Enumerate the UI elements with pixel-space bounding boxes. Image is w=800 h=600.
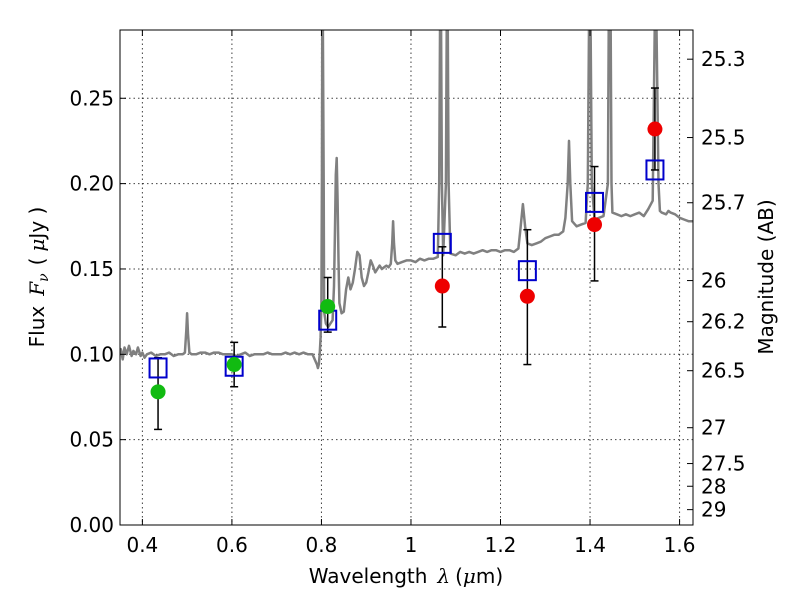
x-tick-label: 1.6 [664,533,696,557]
x-tick-label: 0.4 [126,533,158,557]
markers [148,121,665,400]
observed-point [519,288,535,304]
y-axis-label-unit-mu: μ [25,239,49,252]
model-photometry-square [224,355,244,377]
x-tick-label: 1 [405,533,418,557]
error-bars [154,87,659,431]
observed-point [320,299,336,315]
spectrum-line [120,30,693,370]
x-tick-label: 1.2 [485,533,517,557]
y2-tick-label: 25.5 [701,126,746,150]
y2-tick-label: 26 [701,269,726,293]
y-tick-label: 0.15 [69,257,114,281]
x-tick-label: 1.4 [574,533,606,557]
model-photometry-square [645,159,665,181]
y-axis-label-prefix: Flux [25,306,49,348]
x-axis-label: Wavelength λ (μm) [309,564,503,588]
x-tick-label: 0.8 [306,533,338,557]
observed-point [150,384,166,400]
y-axis-label-symbol: F [25,281,49,297]
model-photometry-square [432,232,452,254]
grid [120,30,693,526]
x-tick-label: 0.6 [216,533,248,557]
y-tick-label: 0.05 [69,428,114,452]
model-photometry-square [585,191,605,213]
y2-tick-label: 27 [701,416,726,440]
y2-tick-label: 26.5 [701,359,746,383]
x-axis-label-unit-open: ( [455,564,463,588]
observed-point [434,278,450,294]
y-axis-label-subscript: ν [36,273,52,282]
x-axis-label-prefix: Wavelength [309,564,428,588]
observed-point [587,217,603,233]
model-spectrum [120,30,693,370]
y2-tick-label: 29 [701,498,726,522]
y2-axis-label: Magnitude (AB) [754,199,778,354]
y-axis-label-unit-rest: Jy ) [25,207,49,241]
x-axis-label-unit-rest: m) [476,564,503,588]
observed-point [647,121,663,137]
model-photometry-square [517,260,537,282]
y2-tick-label: 25.3 [701,47,746,71]
y2-tick-label: 28 [701,474,726,498]
y-tick-label: 0.25 [69,86,114,110]
observed-point [226,357,242,373]
plot-frame [119,29,694,526]
y-tick-label: 0.10 [69,342,114,366]
y2-tick-label: 26.2 [701,310,746,334]
y-tick-label: 0.00 [69,513,114,537]
model-photometry-square [148,357,168,379]
x-axis-label-unit-mu: μ [463,564,476,588]
x-axis-label-symbol: λ [436,564,450,588]
y-tick-label: 0.20 [69,172,114,196]
y-axis-label-unit-open: ( [25,258,49,266]
y2-tick-label: 27.5 [701,452,746,476]
y-axis-label: Flux Fν ( μJy ) [25,207,52,348]
y2-tick-label: 25.7 [701,191,746,215]
axis-ticks: 0.4 0.6 0.8 1 1.2 1.4 1.6 0.00 0.05 0.10 0.15 0.20 0… [69,30,746,557]
